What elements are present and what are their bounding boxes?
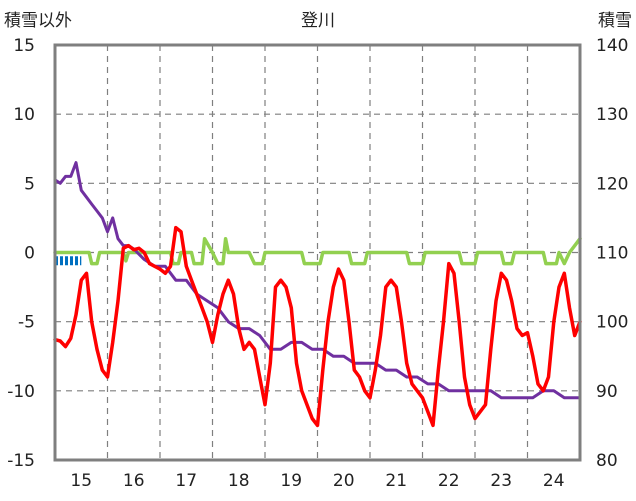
x-tick-label: 22 [438, 471, 460, 491]
series-line-1 [53, 161, 582, 400]
x-tick-label: 20 [333, 471, 355, 491]
right-tick-label: 110 [596, 244, 628, 264]
right-tick-label: 100 [596, 313, 628, 333]
series-line-2 [53, 236, 582, 266]
x-tick-label: 15 [70, 471, 92, 491]
left-axis-label: 積雪以外 [4, 11, 72, 31]
right-tick-label: 140 [596, 36, 628, 56]
x-tick-label: 24 [543, 471, 565, 491]
x-tick-label: 17 [175, 471, 197, 491]
chart-title: 登川 [301, 11, 335, 31]
left-tick-label: 10 [13, 105, 35, 125]
right-tick-label: 120 [596, 174, 628, 194]
plot-area-border [53, 43, 582, 462]
right-tick-label: 80 [596, 451, 618, 471]
right-tick-label: 90 [596, 382, 618, 402]
right-tick-label: 130 [596, 105, 628, 125]
left-tick-label: -10 [7, 382, 35, 402]
x-tick-label: 23 [490, 471, 512, 491]
x-tick-label: 18 [228, 471, 250, 491]
left-tick-label: 0 [24, 244, 35, 264]
left-tick-label: -15 [7, 451, 35, 471]
x-tick-label: 16 [123, 471, 145, 491]
x-tick-label: 19 [280, 471, 302, 491]
left-axis: 15 10 5 0 -5 -10 -15 [7, 36, 35, 471]
x-tick-label: 21 [385, 471, 407, 491]
left-tick-label: -5 [18, 313, 35, 333]
left-tick-label: 15 [13, 36, 35, 56]
series-layer [53, 161, 582, 428]
x-axis: 15 16 17 18 19 20 21 22 23 24 [70, 471, 564, 491]
right-axis-label: 積雪 [598, 11, 632, 31]
right-axis: 140 130 120 110 100 90 80 [596, 36, 628, 471]
series-line-0 [53, 225, 582, 428]
left-tick-label: 5 [24, 174, 35, 194]
